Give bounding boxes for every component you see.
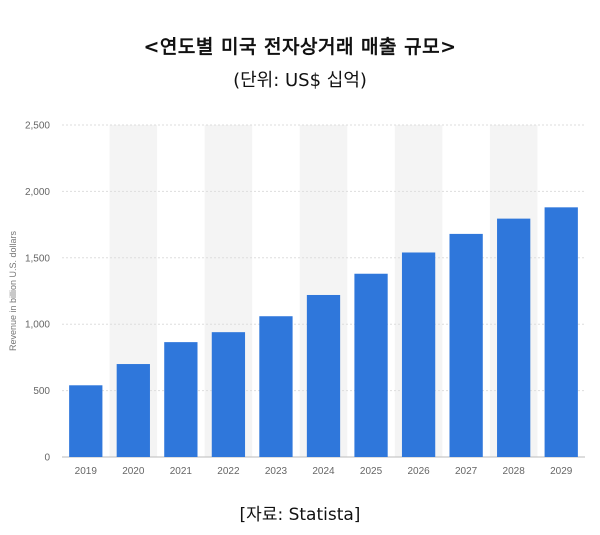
bar-chart: 0 500 1,000 1,500 2,000 2,500 2019 2020 2021 202… [8, 121, 585, 477]
bar [449, 233, 483, 457]
source-note: [자료: Statista] [239, 505, 361, 525]
y-tick-label: 500 [33, 386, 50, 397]
y-axis-ticks: 0 500 1,000 1,500 2,000 2,500 [25, 121, 50, 464]
y-axis-label: Revenue in billion U.S. dollars [8, 230, 18, 351]
bar [69, 385, 103, 457]
y-tick-label: 0 [44, 453, 50, 464]
bar [164, 342, 198, 457]
y-tick-label: 1,000 [25, 320, 50, 331]
bar [306, 294, 341, 457]
y-tick-label: 2,500 [25, 121, 50, 132]
bar [259, 316, 293, 457]
bar [211, 332, 246, 457]
bar [401, 252, 436, 457]
x-tick-label: 2019 [75, 466, 98, 477]
bar [497, 218, 531, 457]
x-tick-label: 2021 [170, 466, 193, 477]
bar [116, 364, 150, 457]
chart-title: <연도별 미국 전자상거래 매출 규모> [143, 36, 457, 58]
x-tick-label: 2029 [550, 466, 573, 477]
x-tick-label: 2022 [217, 466, 240, 477]
x-tick-label: 2020 [122, 466, 145, 477]
x-tick-label: 2024 [312, 466, 335, 477]
y-tick-label: 1,500 [25, 253, 50, 264]
bars [69, 207, 578, 457]
bar [354, 273, 388, 457]
x-tick-label: 2027 [455, 466, 478, 477]
y-tick-label: 2,000 [25, 187, 50, 198]
bar [544, 207, 578, 457]
x-tick-label: 2025 [360, 466, 383, 477]
x-tick-label: 2028 [503, 466, 526, 477]
x-tick-label: 2023 [265, 466, 288, 477]
x-tick-label: 2026 [407, 466, 430, 477]
chart-subtitle: (단위: US$ 십억) [233, 70, 367, 91]
x-axis-ticks: 2019 2020 2021 2022 2023 2024 2025 2026 2027 2028… [75, 466, 573, 477]
